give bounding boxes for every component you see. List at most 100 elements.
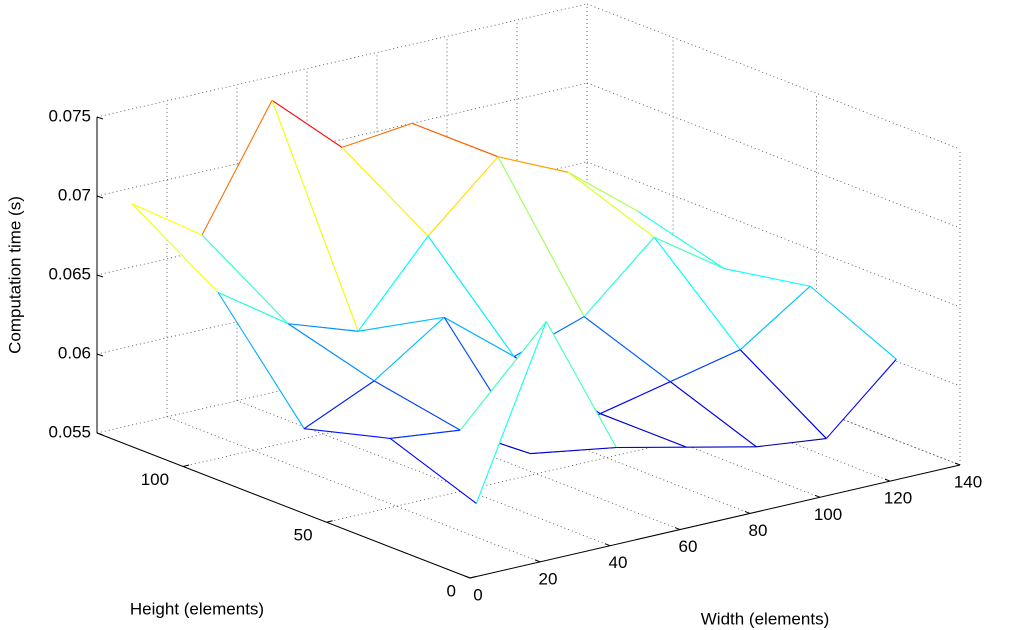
mesh-edge (583, 316, 671, 383)
mesh-edge (809, 285, 897, 360)
mesh-edge (304, 428, 391, 439)
z-tick-label: 0.055 (48, 422, 91, 441)
mesh-face (202, 100, 359, 332)
mesh-edge (567, 171, 655, 238)
mesh-edge (288, 323, 359, 332)
x-axis-label: Width (elements) (701, 609, 829, 628)
z-tick-label: 0.06 (58, 343, 91, 362)
mesh-edge (459, 321, 547, 431)
x-tick (534, 559, 541, 563)
mesh-edge (653, 237, 741, 351)
z-tick (96, 274, 104, 278)
x-tick-label: 80 (749, 521, 768, 540)
z-axis-label: Computation time (s) (5, 196, 24, 354)
x-tick (814, 494, 821, 498)
mesh-edge (201, 234, 289, 325)
mesh-edge (724, 268, 811, 287)
y-axis-label: Height (elements) (130, 599, 264, 618)
mesh-face (428, 156, 585, 357)
mesh-face (358, 236, 515, 357)
mesh-edge (373, 380, 461, 431)
mesh-face (390, 321, 547, 504)
grid-line (166, 416, 541, 563)
mesh-edge (357, 235, 429, 332)
mesh-edge (303, 380, 375, 430)
grid-line (586, 82, 961, 229)
x-tick-label: 40 (609, 553, 628, 572)
x-tick (674, 527, 681, 531)
x-tick-label: 20 (539, 569, 558, 588)
x-tick-label: 60 (679, 537, 698, 556)
mesh-face (498, 156, 655, 317)
grid-line (96, 3, 588, 118)
mesh-edge (357, 316, 445, 332)
mesh-edge (653, 236, 725, 270)
mesh-edge (600, 413, 687, 448)
mesh-edge (567, 171, 639, 212)
mesh-edge (411, 122, 499, 158)
x-tick-label: 0 (473, 585, 482, 604)
mesh-edge (131, 203, 219, 293)
grid-line (586, 161, 961, 308)
mesh-face (568, 172, 725, 269)
mesh-edge (497, 156, 585, 317)
mesh-edge (217, 291, 289, 325)
mesh-face (218, 292, 375, 429)
mesh-face (654, 237, 811, 350)
mesh-edge (637, 210, 725, 270)
y-tick (469, 576, 477, 579)
mesh-edge (756, 438, 827, 448)
z-tick (96, 116, 104, 120)
mesh-edge (427, 235, 515, 357)
mesh-edge (287, 323, 375, 382)
y-tick-label: 100 (141, 470, 169, 489)
y-axis (96, 432, 471, 579)
y-tick-label: 0 (447, 581, 456, 600)
y-tick (326, 520, 333, 523)
mesh-edge (739, 285, 811, 351)
x-axis (469, 464, 961, 579)
mesh-face (670, 349, 827, 447)
mesh-edge (669, 381, 757, 448)
z-tick (96, 195, 104, 199)
mesh-edge (341, 147, 429, 237)
mesh-face (600, 381, 757, 448)
x-tick-label: 120 (884, 489, 912, 508)
mesh-edge (427, 156, 499, 237)
x-tick-label: 140 (954, 472, 982, 491)
z-tick-label: 0.075 (48, 106, 91, 125)
y-tick (182, 464, 190, 467)
mesh-face (288, 317, 445, 381)
mesh-edge (390, 429, 461, 439)
x-tick (884, 478, 891, 482)
mesh-edge (217, 292, 305, 429)
mesh-face (740, 286, 897, 439)
mesh-edge (271, 99, 343, 148)
mesh-edge (583, 236, 655, 318)
mesh-edge (600, 381, 671, 415)
x-tick (954, 462, 961, 466)
mesh-face (342, 123, 499, 237)
mesh-edge (545, 321, 617, 448)
mesh-face (304, 380, 461, 439)
mesh-edge (271, 100, 359, 332)
mesh-face (272, 100, 429, 332)
mesh-edge (201, 100, 273, 236)
mesh-edge (389, 437, 477, 504)
mesh-edge (475, 321, 547, 504)
mesh-edge (341, 122, 413, 148)
mesh-edge (739, 349, 827, 439)
x-tick (464, 575, 471, 579)
z-tick (96, 432, 104, 436)
mesh-edge (825, 358, 897, 439)
mesh-edge (497, 156, 569, 173)
y-tick-label: 50 (294, 526, 313, 545)
mesh-edge (131, 203, 203, 236)
grid-line (236, 400, 611, 547)
grid-line (586, 3, 961, 150)
mesh-edge (530, 446, 617, 455)
mesh-edge (443, 316, 515, 358)
mesh-edge (670, 349, 741, 383)
